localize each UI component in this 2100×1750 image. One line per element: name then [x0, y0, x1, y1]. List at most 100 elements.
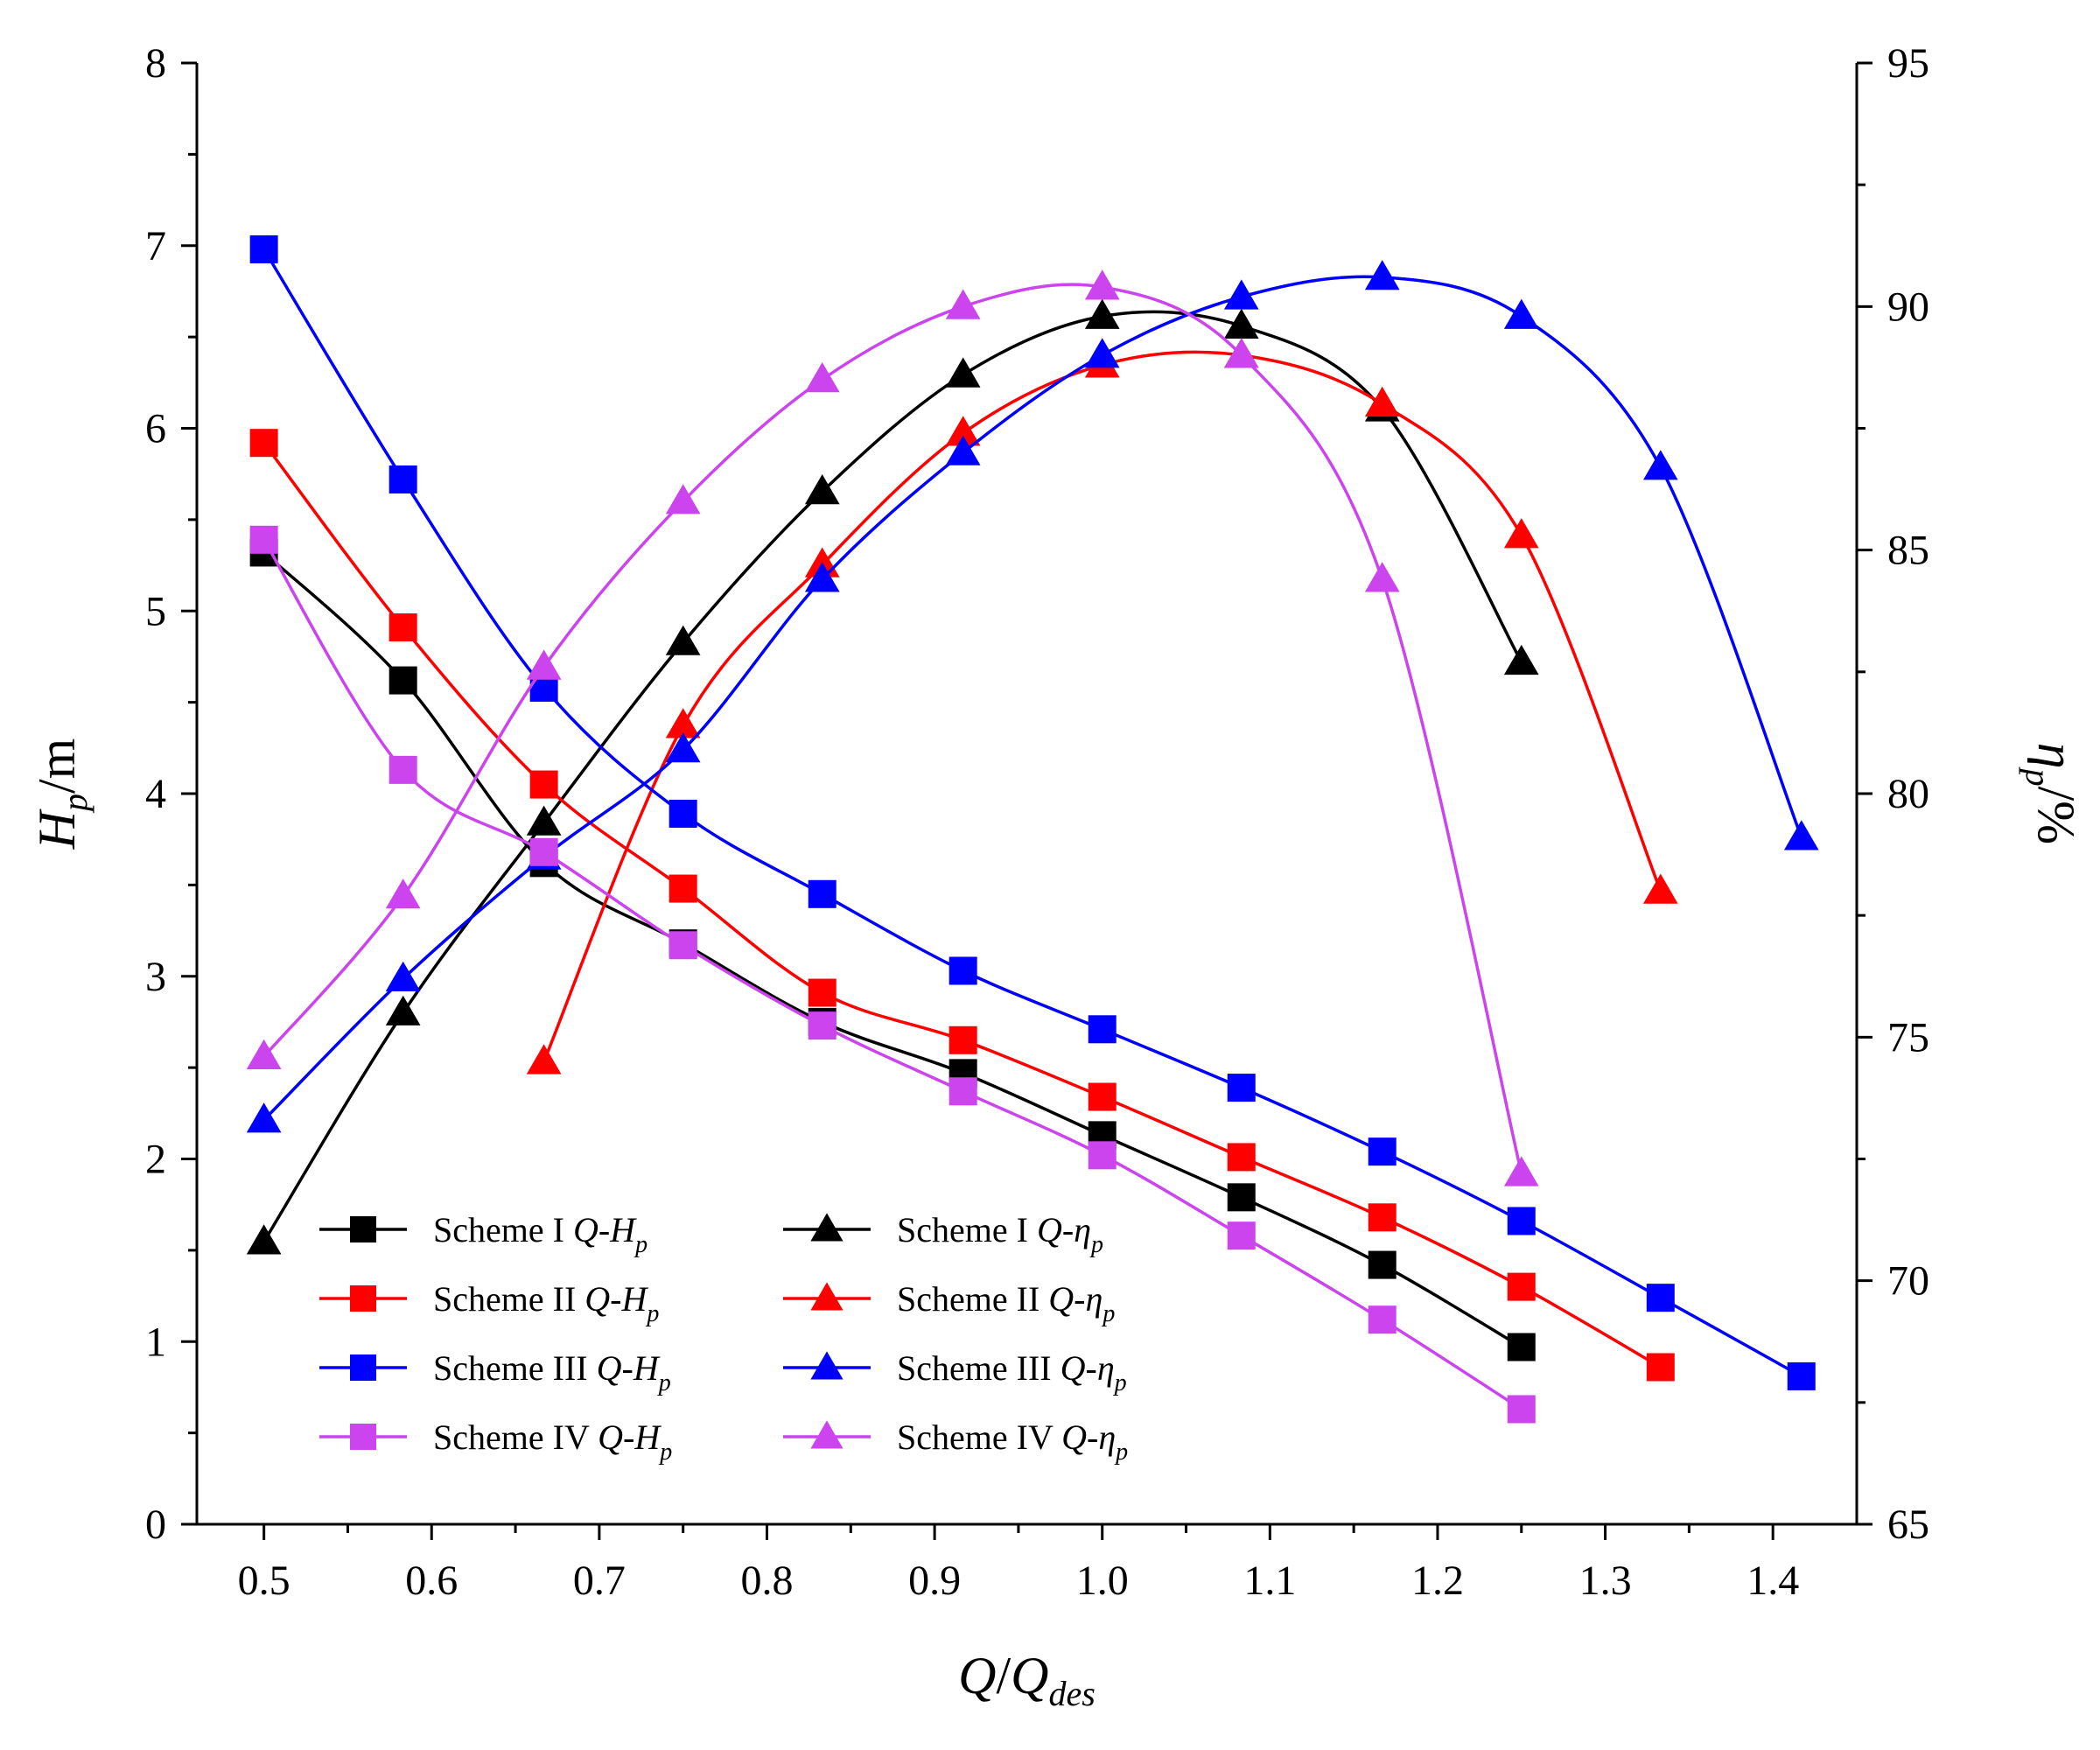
y-right-tick-label: 65 — [1887, 1502, 1929, 1548]
series-scheme-i-efficiency — [246, 298, 1539, 1255]
legend-label: Scheme IV Q-ηp — [897, 1418, 1128, 1466]
data-point-scheme-iii-efficiency — [1223, 279, 1259, 310]
y-right-title-unit: /% — [2027, 787, 2085, 845]
y-left-tick-label: 5 — [145, 588, 166, 634]
data-point-scheme-iv-efficiency — [1084, 270, 1120, 300]
series-scheme-iv-head — [249, 525, 1536, 1424]
y-left-tick-label: 7 — [145, 223, 166, 270]
legend-curve-sub: p — [657, 1369, 671, 1396]
data-point-scheme-iii-efficiency — [665, 732, 701, 763]
legend-swatch-marker — [810, 1420, 844, 1449]
legend-swatch-marker — [810, 1213, 844, 1242]
legend-label: Scheme II Q-ηp — [897, 1279, 1115, 1327]
data-point-scheme-ii-head — [249, 429, 278, 458]
x-title-slash: / — [997, 1647, 1012, 1704]
data-point-scheme-i-efficiency — [385, 995, 421, 1026]
data-point-scheme-i-head — [1227, 1183, 1256, 1212]
legend-swatch-marker — [810, 1351, 844, 1380]
series-scheme-iv-efficiency — [246, 270, 1539, 1186]
y-left-tick-label: 3 — [145, 954, 166, 1000]
data-point-scheme-i-efficiency — [1084, 298, 1120, 329]
data-point-scheme-iii-efficiency — [1084, 338, 1120, 368]
x-title-q: Q — [958, 1647, 996, 1704]
x-axis-title: Q/Qdes — [958, 1647, 1096, 1713]
data-point-scheme-iii-head — [668, 799, 697, 828]
legend-label: Scheme III Q-ηp — [897, 1348, 1127, 1396]
data-point-scheme-iii-head — [1088, 1015, 1116, 1044]
y-right-tick-label: 95 — [1887, 40, 1929, 87]
data-point-scheme-iii-head — [1646, 1284, 1675, 1312]
series-scheme-ii-efficiency — [526, 338, 1678, 1074]
data-point-scheme-ii-efficiency — [1643, 873, 1678, 904]
legend-item-scheme-iv-efficiency: Scheme IV Q-ηp — [783, 1418, 1128, 1466]
y-right-tick-label: 70 — [1887, 1258, 1929, 1305]
series-line-scheme-i-head — [262, 550, 1523, 1349]
data-point-scheme-iii-efficiency — [385, 961, 421, 991]
data-point-scheme-iv-head — [1227, 1222, 1256, 1250]
data-point-scheme-iv-efficiency — [246, 1039, 282, 1069]
legend-curve-q: Q — [573, 1210, 598, 1250]
data-point-scheme-iv-head — [948, 1077, 977, 1106]
data-point-scheme-iii-efficiency — [1643, 450, 1678, 480]
legend-curve-sub: p — [1114, 1438, 1128, 1466]
data-point-scheme-iii-head — [249, 234, 278, 263]
data-point-scheme-ii-head — [1507, 1272, 1536, 1301]
legend-curve-var: H — [634, 1418, 662, 1457]
series-line-scheme-iv-head — [262, 538, 1523, 1411]
y-right-tick-label: 85 — [1887, 528, 1929, 574]
data-point-scheme-iv-efficiency — [804, 362, 840, 393]
data-point-scheme-iii-efficiency — [246, 1102, 282, 1133]
legend-swatch-marker — [350, 1354, 376, 1381]
legend-item-scheme-iv-head: Scheme IV Q-Hp — [319, 1418, 672, 1466]
legend-swatch-marker — [350, 1216, 376, 1242]
x-tick-label: 0.9 — [908, 1558, 961, 1604]
data-point-scheme-i-head — [1368, 1250, 1396, 1279]
data-point-scheme-iv-head — [1507, 1395, 1536, 1424]
x-tick-label: 0.7 — [573, 1558, 626, 1604]
legend-curve-var: H — [609, 1210, 637, 1250]
data-point-scheme-iii-head — [388, 465, 417, 494]
legend-curve-dash: - — [1074, 1279, 1085, 1319]
x-tick-label: 1.3 — [1579, 1558, 1632, 1604]
series-layer — [246, 234, 1819, 1424]
legend-swatch-marker — [350, 1285, 376, 1312]
data-point-scheme-iv-efficiency — [945, 289, 981, 319]
legend-item-scheme-i-head: Scheme I Q-Hp — [319, 1210, 648, 1258]
data-point-scheme-ii-head — [1227, 1143, 1256, 1172]
legend-curve-q: Q — [598, 1418, 623, 1457]
data-point-scheme-iii-head — [1507, 1207, 1536, 1236]
legend-curve-sub: p — [645, 1300, 659, 1327]
series-line-scheme-ii-efficiency — [542, 350, 1662, 1063]
data-point-scheme-ii-head — [529, 770, 558, 799]
data-point-scheme-iv-head — [249, 525, 278, 554]
data-point-scheme-iv-head — [808, 1012, 836, 1040]
legend-curve-dash: - — [621, 1348, 633, 1388]
legend-curve-sub: p — [1113, 1369, 1127, 1396]
legend-label: Scheme I Q-ηp — [897, 1210, 1103, 1258]
legend-curve-dash: - — [610, 1279, 621, 1319]
series-scheme-iii-head — [249, 234, 1816, 1390]
legend-item-scheme-ii-efficiency: Scheme II Q-ηp — [783, 1279, 1115, 1327]
data-point-scheme-ii-head — [668, 874, 697, 903]
legend-scheme-name: Scheme I — [897, 1210, 1037, 1250]
legend-curve-dash: - — [598, 1210, 610, 1250]
legend-swatch-marker — [350, 1424, 376, 1450]
legend-curve-q: Q — [584, 1279, 610, 1319]
legend-curve-q: Q — [1048, 1279, 1074, 1319]
data-point-scheme-ii-head — [1368, 1203, 1396, 1232]
y-right-tick-label: 90 — [1887, 284, 1929, 330]
legend-curve-sub: p — [634, 1231, 648, 1258]
x-tick-label: 1.4 — [1746, 1558, 1799, 1604]
y-right-title-sub: p — [2019, 766, 2058, 787]
y-left-tick-label: 1 — [145, 1319, 166, 1365]
data-point-scheme-iv-head — [1088, 1141, 1116, 1170]
legend-item-scheme-i-efficiency: Scheme I Q-ηp — [783, 1210, 1103, 1258]
legend-curve-dash: - — [1085, 1348, 1096, 1388]
data-point-scheme-ii-head — [808, 978, 836, 1007]
data-point-scheme-iv-head — [388, 755, 417, 784]
y-left-title-group: Hp/m — [28, 738, 94, 850]
y-left-title-h: H — [28, 808, 86, 850]
